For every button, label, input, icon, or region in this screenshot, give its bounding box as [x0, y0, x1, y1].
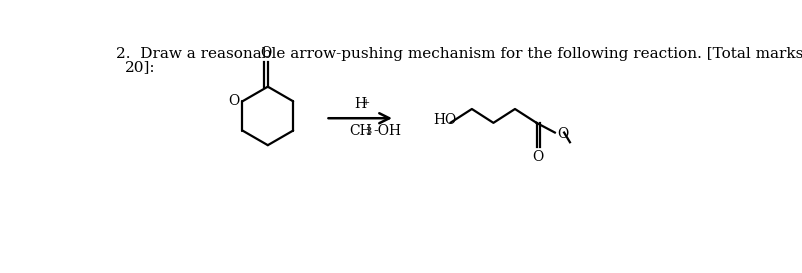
Text: CH: CH — [349, 124, 371, 138]
Text: O: O — [228, 94, 239, 108]
Text: 20]:: 20]: — [125, 61, 156, 75]
Text: O: O — [533, 150, 544, 164]
Text: O: O — [261, 46, 272, 60]
Text: O: O — [557, 127, 569, 141]
Text: H: H — [354, 97, 367, 111]
Text: 2.  Draw a reasonable arrow-pushing mechanism for the following reaction. [Total: 2. Draw a reasonable arrow-pushing mecha… — [116, 47, 802, 61]
Text: -OH: -OH — [373, 124, 401, 138]
Text: +: + — [363, 99, 371, 108]
Text: HO: HO — [433, 113, 456, 127]
Text: 3: 3 — [366, 127, 372, 136]
